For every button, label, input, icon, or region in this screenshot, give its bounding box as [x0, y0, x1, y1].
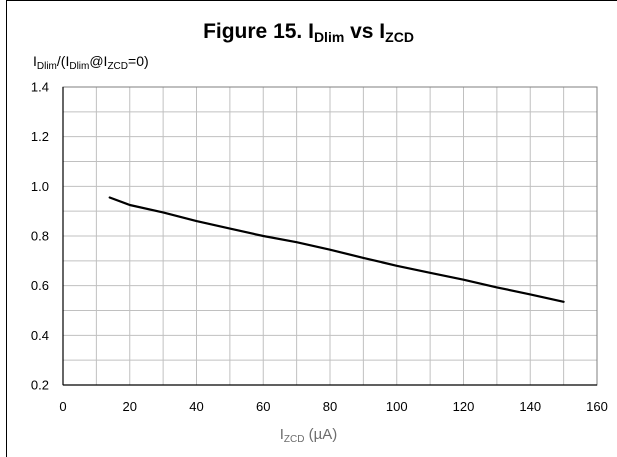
x-tick-label: 0 — [59, 399, 66, 414]
y-tick-label: 1.4 — [31, 80, 49, 95]
x-tick-label: 100 — [386, 399, 408, 414]
y-tick-label: 1.2 — [31, 129, 49, 144]
x-tick-label: 60 — [256, 399, 270, 414]
x-axis-label: IZCD (µA) — [279, 426, 338, 445]
figure-frame — [6, 0, 617, 457]
y-tick-label: 0.2 — [31, 378, 49, 393]
x-tick-label: 140 — [519, 399, 541, 414]
chart-title: Figure 15. IDlim vs IZCD — [203, 20, 414, 45]
y-tick-label: 0.4 — [31, 328, 49, 343]
y-axis-label: IDlim/(IDlim@IZCD=0) — [33, 53, 149, 72]
series-line — [108, 196, 565, 303]
x-tick-label: 40 — [189, 399, 203, 414]
y-tick-label: 0.8 — [31, 229, 49, 244]
x-tick-label: 80 — [323, 399, 337, 414]
y-tick-label: 1.0 — [31, 179, 49, 194]
x-tick-label: 160 — [586, 399, 608, 414]
x-tick-label: 120 — [453, 399, 475, 414]
x-tick-label: 20 — [123, 399, 137, 414]
y-tick-label: 0.6 — [31, 278, 49, 293]
